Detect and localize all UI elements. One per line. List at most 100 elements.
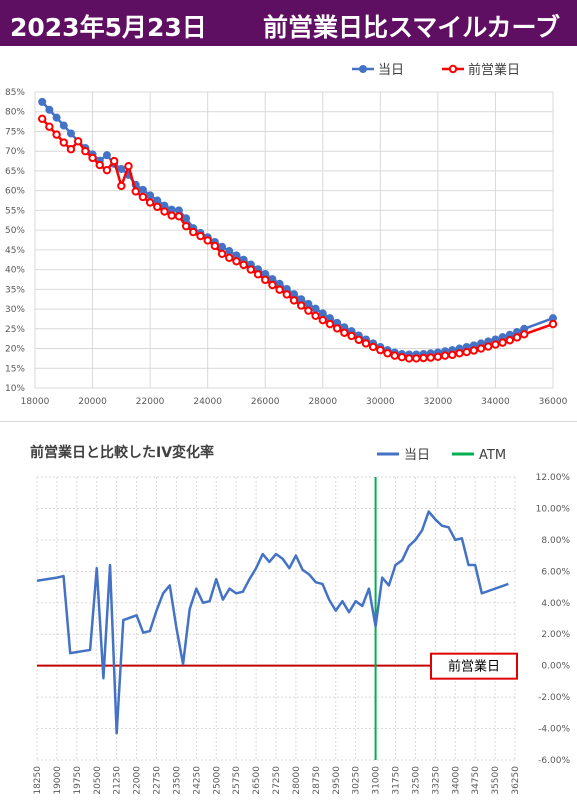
y-tick-label: 2.00% <box>541 630 570 640</box>
legend-label: 当日 <box>378 63 404 78</box>
x-tick-label: 24250 <box>192 766 202 795</box>
series-line-prev-day <box>41 117 554 360</box>
data-point-prev-day <box>37 114 47 124</box>
data-point-today <box>52 113 61 122</box>
iv-change-svg: 前営業日と比較したIV変化率 -6.00% -4.00% -2.00% 0.00% 2.0… <box>30 444 570 795</box>
y-tick-label: 65% <box>5 167 25 177</box>
data-point-prev-day <box>548 319 558 329</box>
legend-label: ATM <box>479 448 506 463</box>
y-tick-label: 4.00% <box>541 599 570 609</box>
x-tick-label: 22000 <box>136 397 165 407</box>
data-point-prev-day <box>203 236 212 245</box>
data-point-today <box>311 304 320 313</box>
data-point-prev-day <box>275 285 284 294</box>
x-tick-label: 31000 <box>372 766 382 795</box>
data-point-today <box>549 314 557 323</box>
data-point-prev-day <box>419 353 428 363</box>
data-point-prev-day <box>368 342 378 352</box>
y-tick-label: 70% <box>5 147 25 157</box>
x-tick-label: 25750 <box>232 766 242 795</box>
data-point-prev-day <box>440 351 450 360</box>
x-tick-label: 32000 <box>424 397 453 407</box>
data-point-today <box>59 121 68 130</box>
y-tick-label: 55% <box>5 206 25 216</box>
header-date: 2023年5月23日 <box>10 13 207 42</box>
data-point-today <box>45 105 54 114</box>
data-point-prev-day <box>325 319 335 329</box>
data-point-prev-day <box>59 138 68 147</box>
y-tick-label: -4.00% <box>538 725 570 735</box>
chart-title: 前営業日と比較したIV変化率 <box>30 444 214 461</box>
x-tick-label: 19750 <box>73 766 83 795</box>
data-point-prev-day <box>261 275 270 285</box>
x-tick-label: 34000 <box>481 397 510 407</box>
data-point-prev-day <box>124 161 133 171</box>
y-tick-label: 80% <box>5 108 25 118</box>
data-point-prev-day <box>73 137 83 146</box>
data-point-prev-day <box>52 130 61 139</box>
data-point-today <box>297 295 306 304</box>
legend-marker <box>359 65 367 73</box>
data-point-prev-day <box>131 187 140 196</box>
x-tick-label: 26000 <box>251 397 280 407</box>
x-tick-label: 30250 <box>352 766 362 795</box>
data-point-prev-day <box>45 122 54 131</box>
data-point-prev-day <box>433 352 443 362</box>
data-point-prev-day <box>505 336 515 345</box>
x-tick-label: 18250 <box>33 766 43 795</box>
data-point-prev-day <box>383 349 392 358</box>
data-point-prev-day <box>361 339 371 348</box>
data-point-prev-day <box>354 335 363 345</box>
data-point-prev-day <box>117 181 126 191</box>
data-point-prev-day <box>289 296 299 305</box>
data-point-prev-day <box>160 207 169 216</box>
x-tick-label: 36250 <box>511 766 521 795</box>
data-point-prev-day <box>174 212 184 221</box>
x-tick-label: 34000 <box>451 766 461 795</box>
iv-change-chart: 前営業日と比較したIV変化率 -6.00% -4.00% -2.00% 0.00% 2.0… <box>0 424 577 802</box>
data-point-prev-day <box>412 354 421 363</box>
data-point-today <box>218 242 227 251</box>
data-point-prev-day <box>462 347 471 357</box>
data-point-prev-day <box>282 290 292 299</box>
x-tick-label: 36000 <box>539 397 568 407</box>
reference-label: 前営業日 <box>448 659 500 675</box>
y-tick-label: 50% <box>5 226 25 236</box>
data-point-prev-day <box>484 342 493 351</box>
data-point-today <box>261 269 270 278</box>
legend-label: 前営業日 <box>468 62 520 78</box>
x-tick-label: 21250 <box>113 766 123 795</box>
data-point-prev-day <box>512 333 522 342</box>
data-point-prev-day <box>217 249 227 259</box>
data-point-today <box>304 299 313 308</box>
data-point-prev-day <box>347 331 356 341</box>
x-tick-label: 28000 <box>292 766 302 795</box>
data-point-prev-day <box>268 280 277 290</box>
series-line-today <box>36 510 509 735</box>
y-tick-label: 35% <box>5 285 25 295</box>
y-tick-label: -2.00% <box>538 693 570 703</box>
data-point-today <box>138 185 147 194</box>
y-tick-label: 30% <box>5 305 25 315</box>
data-point-prev-day <box>318 315 327 325</box>
data-point-today <box>160 201 169 210</box>
x-tick-label: 28750 <box>312 766 322 795</box>
smile-curve-svg: 10% 15% 20% 25% 30% 35% 40% 45% 50% 55% 60% 65% 70% 7… <box>5 62 568 407</box>
data-point-prev-day <box>520 330 529 339</box>
data-point-prev-day <box>196 231 205 241</box>
x-tick-label: 26500 <box>252 766 262 795</box>
y-tick-label: -6.00% <box>538 756 570 766</box>
x-tick-label: 28000 <box>308 397 337 407</box>
y-tick-label: 0.00% <box>541 662 570 672</box>
data-point-prev-day <box>189 227 198 237</box>
legend-label: 当日 <box>404 448 430 463</box>
data-point-prev-day <box>145 198 155 207</box>
x-tick-label: 25000 <box>212 766 222 795</box>
header-title: 前営業日比スマイルカーブ <box>263 13 561 42</box>
y-tick-label: 15% <box>5 364 25 374</box>
data-point-prev-day <box>81 147 90 156</box>
data-point-today <box>167 205 176 214</box>
x-tick-label: 24000 <box>193 397 222 407</box>
data-point-today <box>325 314 334 323</box>
data-point-prev-day <box>210 241 220 251</box>
